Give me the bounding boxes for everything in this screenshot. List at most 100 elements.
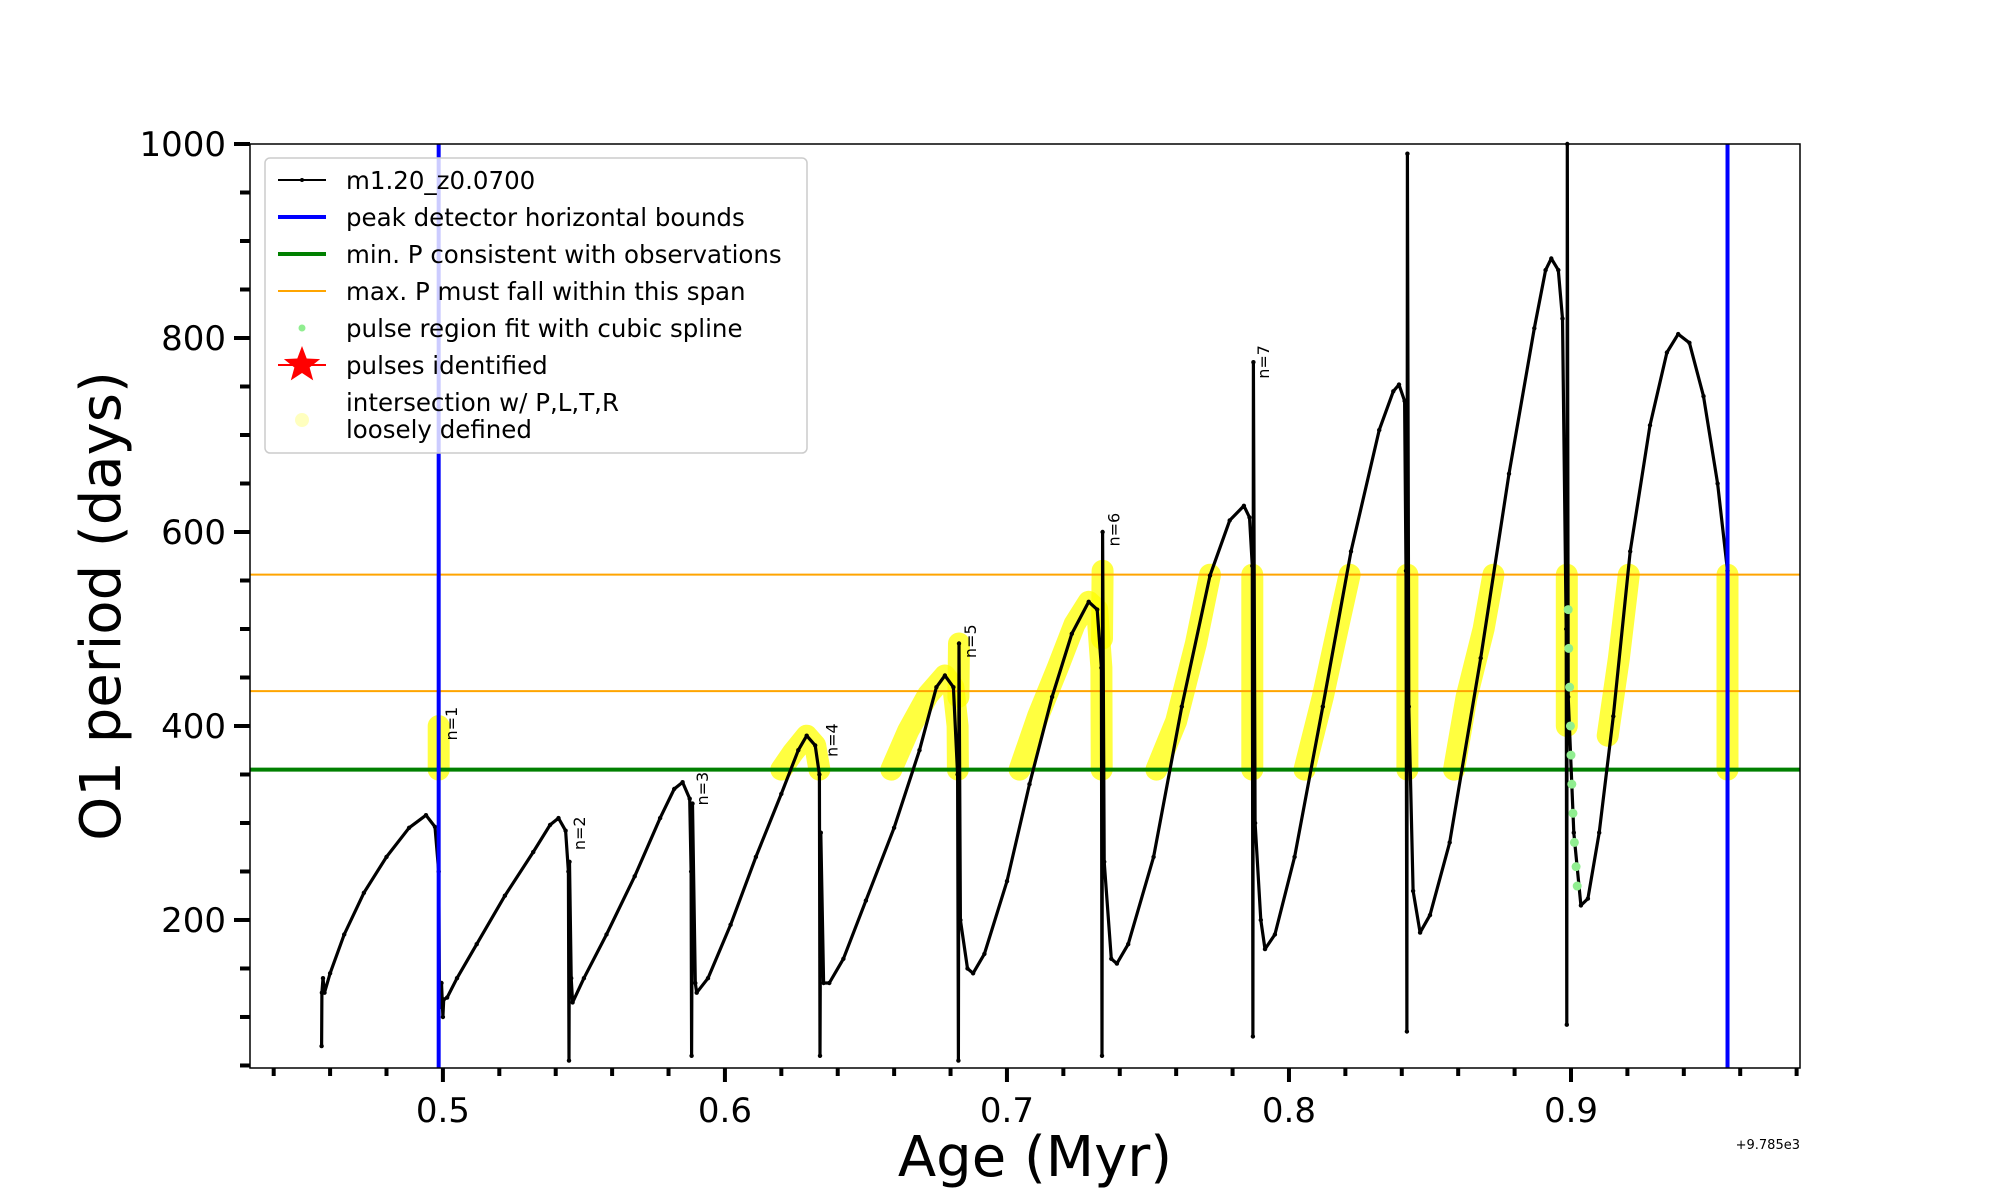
series-point [1086, 599, 1091, 604]
intersection-segment [1145, 563, 1221, 781]
series-point [1417, 930, 1423, 935]
x-tick-label: 0.5 [416, 1091, 470, 1131]
legend-label-line: pulse region fit with cubic spline [346, 314, 743, 343]
series-point [566, 869, 571, 874]
series-point [1069, 631, 1075, 636]
series-point [728, 922, 733, 927]
legend-star-icon [283, 346, 321, 381]
series-point [556, 815, 561, 821]
series-point [342, 932, 347, 937]
spline-point [1566, 750, 1576, 760]
legend-item: pulses identified [278, 346, 548, 381]
series-point [657, 815, 663, 821]
series-point [570, 1000, 575, 1005]
series-point [1628, 549, 1633, 554]
series-point [827, 980, 832, 986]
series-point [1611, 714, 1616, 719]
intersection-highlights [427, 559, 1739, 781]
series-point [1578, 903, 1584, 908]
y-axis-ticks: 200 400 600 800 1000 [139, 125, 250, 1068]
series-point [361, 890, 367, 895]
series-point [440, 1014, 446, 1020]
spline-point [1564, 643, 1574, 653]
series-point [1405, 151, 1410, 156]
series-point [863, 898, 869, 903]
series-point [942, 673, 948, 678]
series-point [672, 786, 677, 792]
legend-label: intersection w/ P,L,T,R loosely defined [346, 388, 619, 444]
series-point [982, 951, 987, 957]
series-point [563, 828, 568, 833]
series-point [1447, 840, 1452, 845]
series-point [753, 854, 759, 860]
reference-lines [250, 573, 1800, 772]
series-point [680, 780, 685, 785]
legend-label: m1.20_z0.0700 [346, 166, 535, 195]
series-point [567, 859, 572, 864]
spline-point [1565, 682, 1575, 692]
series-point [1348, 549, 1354, 554]
x-tick-label: 0.9 [1544, 1091, 1598, 1131]
spline-point [1567, 779, 1577, 789]
series-point [1391, 389, 1396, 394]
series-point [1597, 830, 1602, 835]
y-axis-title: O1 period (days) [69, 371, 134, 841]
series-point [1272, 932, 1278, 937]
series-point [432, 824, 438, 830]
legend-label-line: min. P consistent with observations [346, 240, 782, 269]
intersection-segment [1008, 590, 1113, 781]
series-point [444, 995, 450, 1000]
x-tick-label: 0.8 [1262, 1091, 1316, 1131]
series-point [955, 772, 960, 777]
series-point [1207, 573, 1213, 578]
spline-point [1565, 721, 1575, 731]
legend-item: peak detector horizontal bounds [278, 203, 745, 232]
series-point [1564, 626, 1569, 632]
legend-item: pulse region fit with cubic spline [298, 314, 743, 343]
series-point [818, 830, 823, 835]
series-point [1377, 427, 1382, 433]
series-point [970, 971, 976, 976]
x-axis-offset-text: +9.785e3 [1736, 1138, 1800, 1153]
series-point [1664, 350, 1670, 355]
series-point [1004, 879, 1010, 884]
legend-dot-icon [298, 324, 306, 332]
series-point [502, 893, 508, 898]
y-tick-label: 400 [161, 707, 226, 747]
series-point [1571, 830, 1577, 835]
series-point [689, 1053, 694, 1059]
series-point [694, 990, 699, 995]
series-point [384, 854, 389, 860]
series-point [1478, 655, 1483, 661]
legend-item: m1.20_z0.0700 [278, 166, 535, 195]
y-tick-label: 1000 [139, 125, 226, 165]
y-tick-label: 600 [161, 513, 226, 553]
track-series [319, 141, 1730, 1063]
spline-point [1569, 837, 1579, 847]
series-point [1247, 515, 1252, 520]
series-point [779, 791, 784, 797]
series-point [581, 976, 587, 981]
series-point [1406, 704, 1412, 709]
legend-label: pulse region fit with cubic spline [346, 314, 743, 343]
legend-item: intersection w/ P,L,T,R loosely defined [295, 388, 619, 444]
legend-label: peak detector horizontal bounds [346, 203, 745, 232]
series-point [1566, 694, 1571, 700]
series-point [1687, 340, 1692, 345]
y-tick-label: 200 [161, 901, 226, 941]
series-point [1715, 481, 1720, 486]
series-point [965, 966, 970, 971]
pulse-label: n=1 [442, 707, 461, 741]
pulse-labels: n=1 n=2 n=3 n=4 n=5 n=6 n=7 [442, 345, 1273, 850]
series-point [319, 1043, 324, 1049]
series-point [569, 976, 574, 981]
series-point [688, 869, 694, 874]
legend-label: max. P must fall within this span [346, 277, 746, 306]
pulse-label: n=3 [693, 772, 712, 806]
series-point [1126, 942, 1131, 947]
x-tick-label: 0.6 [698, 1091, 752, 1131]
x-tick-label: 0.7 [980, 1091, 1034, 1131]
series-point [1027, 782, 1032, 787]
series-point [1250, 563, 1255, 569]
pulse-label: n=4 [823, 723, 842, 757]
